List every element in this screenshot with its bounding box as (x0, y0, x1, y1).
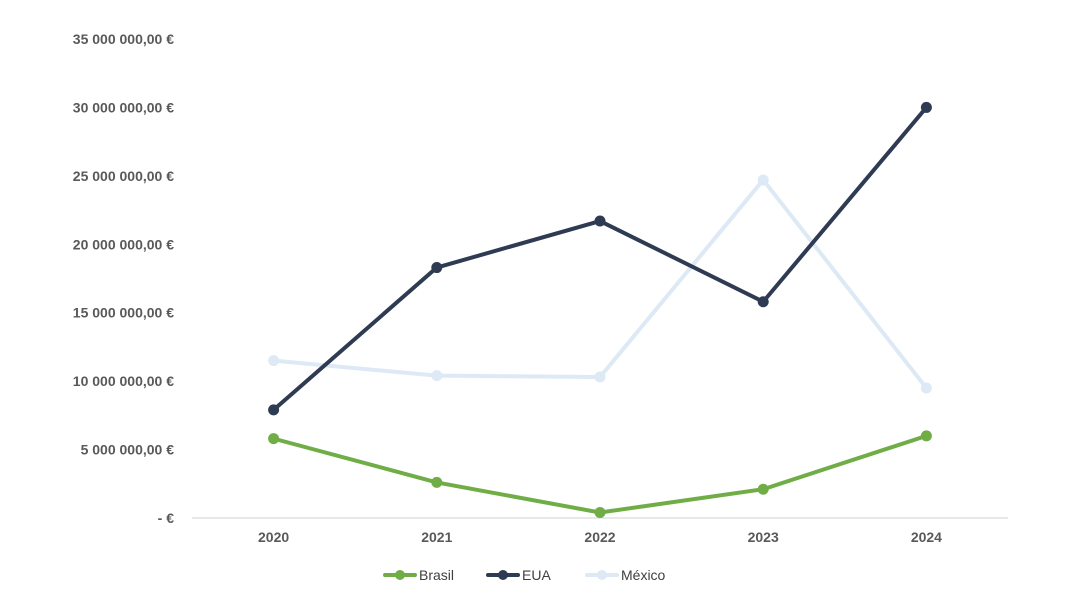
y-tick-label: 20 000 000,00 € (73, 236, 174, 252)
y-tick-label: 15 000 000,00 € (73, 305, 174, 321)
x-tick-label: 2023 (748, 529, 779, 545)
series-line (271, 105, 929, 412)
x-tick-label: 2021 (421, 529, 452, 545)
data-point (757, 174, 769, 186)
data-point (920, 430, 932, 442)
y-tick-label: 10 000 000,00 € (73, 373, 174, 389)
series-méxico (268, 174, 932, 394)
legend: Brasil EUA México (383, 567, 666, 583)
y-tick-label: 35 000 000,00 € (73, 31, 174, 47)
data-point (431, 262, 443, 274)
series-line (271, 177, 929, 390)
data-point (268, 355, 280, 367)
data-point (920, 382, 932, 394)
data-point (594, 507, 606, 519)
series-line (271, 433, 929, 515)
data-point (431, 370, 443, 382)
legend-swatch-marker (597, 570, 607, 580)
data-point (920, 101, 932, 113)
y-tick-label: 25 000 000,00 € (73, 168, 174, 184)
legend-label: Brasil (419, 567, 454, 583)
y-tick-label: 5 000 000,00 € (81, 442, 175, 458)
legend-swatch-marker (395, 570, 405, 580)
data-point (268, 433, 280, 445)
data-point (431, 476, 443, 488)
x-tick-label: 2024 (911, 529, 942, 545)
data-point (594, 371, 606, 383)
legend-item-brasil: Brasil (383, 567, 454, 583)
series-brasil (268, 430, 932, 519)
x-tick-label: 2020 (258, 529, 289, 545)
series-eua (268, 101, 932, 416)
legend-label: México (621, 567, 666, 583)
legend-item-eua: EUA (486, 567, 551, 583)
y-axis: - € 5 000 000,00 € 10 000 000,00 € 15 000 0… (73, 31, 174, 526)
y-tick-label: 30 000 000,00 € (73, 99, 174, 115)
legend-swatch-marker (498, 570, 508, 580)
legend-label: EUA (522, 567, 551, 583)
x-axis: 2020 2021 2022 2023 2024 (192, 517, 1008, 545)
data-point (757, 296, 769, 308)
data-point (594, 215, 606, 227)
x-tick-label: 2022 (584, 529, 615, 545)
data-point (757, 483, 769, 495)
legend-item-méxico: México (585, 567, 666, 583)
y-tick-label: - € (158, 510, 175, 526)
data-point (268, 404, 280, 416)
series-layer (268, 101, 932, 519)
